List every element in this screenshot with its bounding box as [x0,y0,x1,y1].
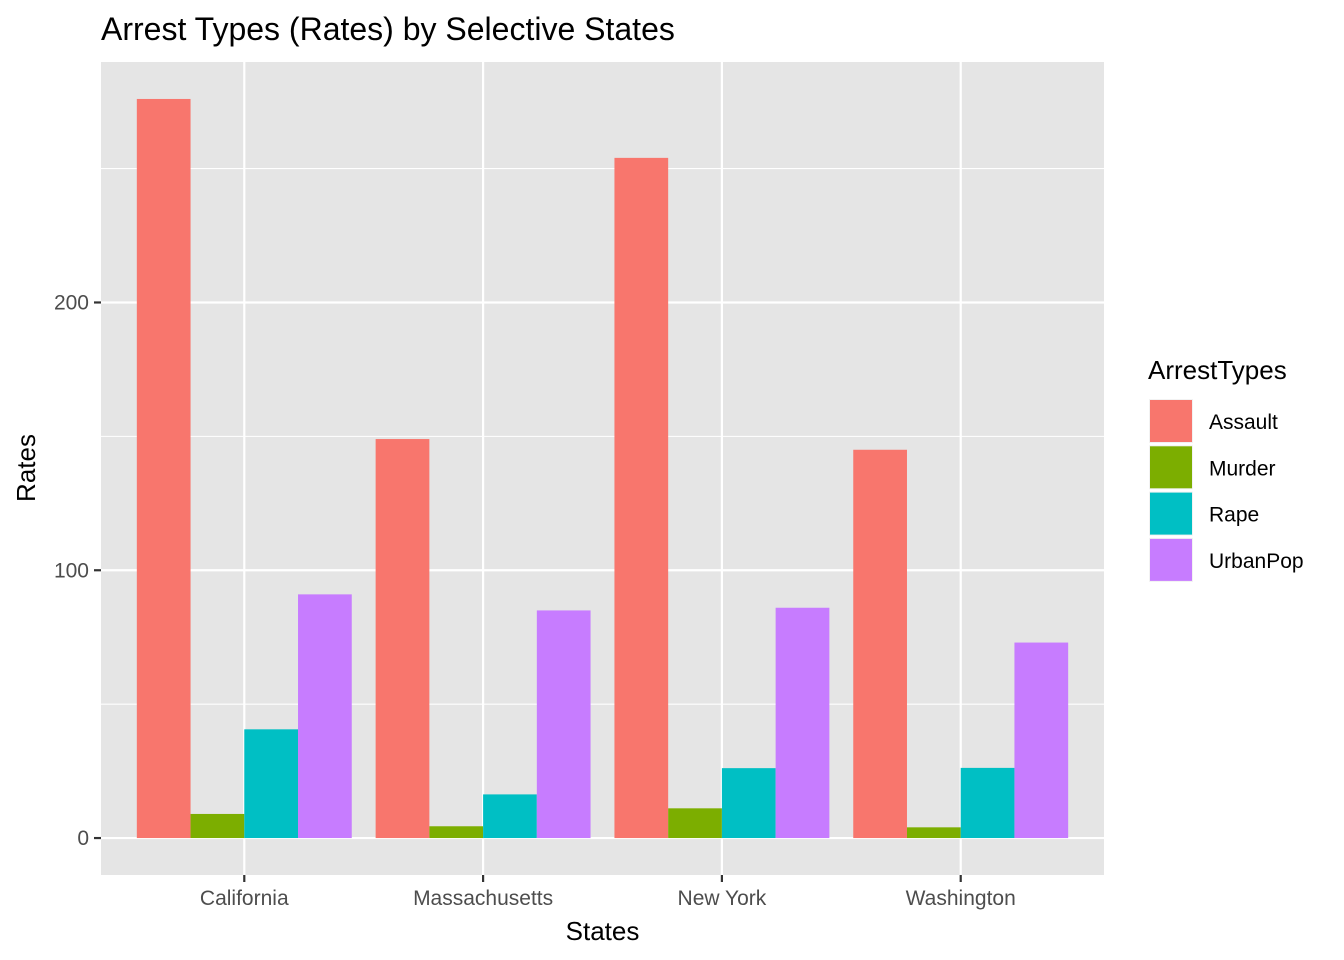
legend-key [1150,446,1192,489]
y-tick-label: 100 [54,559,89,582]
minor-gridlines [101,168,1104,705]
bar [244,729,299,839]
bar [906,827,961,839]
legend-key [1150,400,1192,442]
bar [668,808,722,839]
bar [483,794,537,839]
bar [853,449,907,839]
legend-label: Rape [1209,504,1259,527]
chart-title: Arrest Types (Rates) by Selective States [101,11,675,47]
bar [614,157,669,839]
legend-title: ArrestTypes [1148,355,1287,385]
x-tick-label: California [200,887,289,910]
y-axis-title: Rates [11,434,41,502]
x-axis-title: States [566,916,640,946]
y-tick-label: 200 [54,291,89,314]
x-axis: California Massachusetts New York Washingto… [200,875,1016,910]
bar [298,594,352,839]
bar [721,768,776,839]
bar [429,826,484,839]
y-tick-label: 0 [77,827,89,850]
legend-label: Assault [1209,411,1278,434]
y-axis: 0 100 200 [54,291,101,850]
bar [375,439,430,839]
legend-key [1150,492,1192,535]
x-tick-label: Washington [906,887,1016,910]
bar [190,813,245,839]
legend-label: Murder [1209,457,1276,480]
x-tick-label: New York [678,887,767,910]
legend-label: UrbanPop [1209,550,1304,573]
legend-key [1150,538,1192,581]
bar [1014,642,1069,839]
legend: ArrestTypes Assault Murder Rape UrbanPop [1148,355,1304,582]
bar [136,98,191,839]
bar [960,767,1015,839]
x-tick-label: Massachusetts [413,887,553,910]
bar [536,610,591,839]
bars-group [136,98,1069,839]
bar [775,607,830,839]
